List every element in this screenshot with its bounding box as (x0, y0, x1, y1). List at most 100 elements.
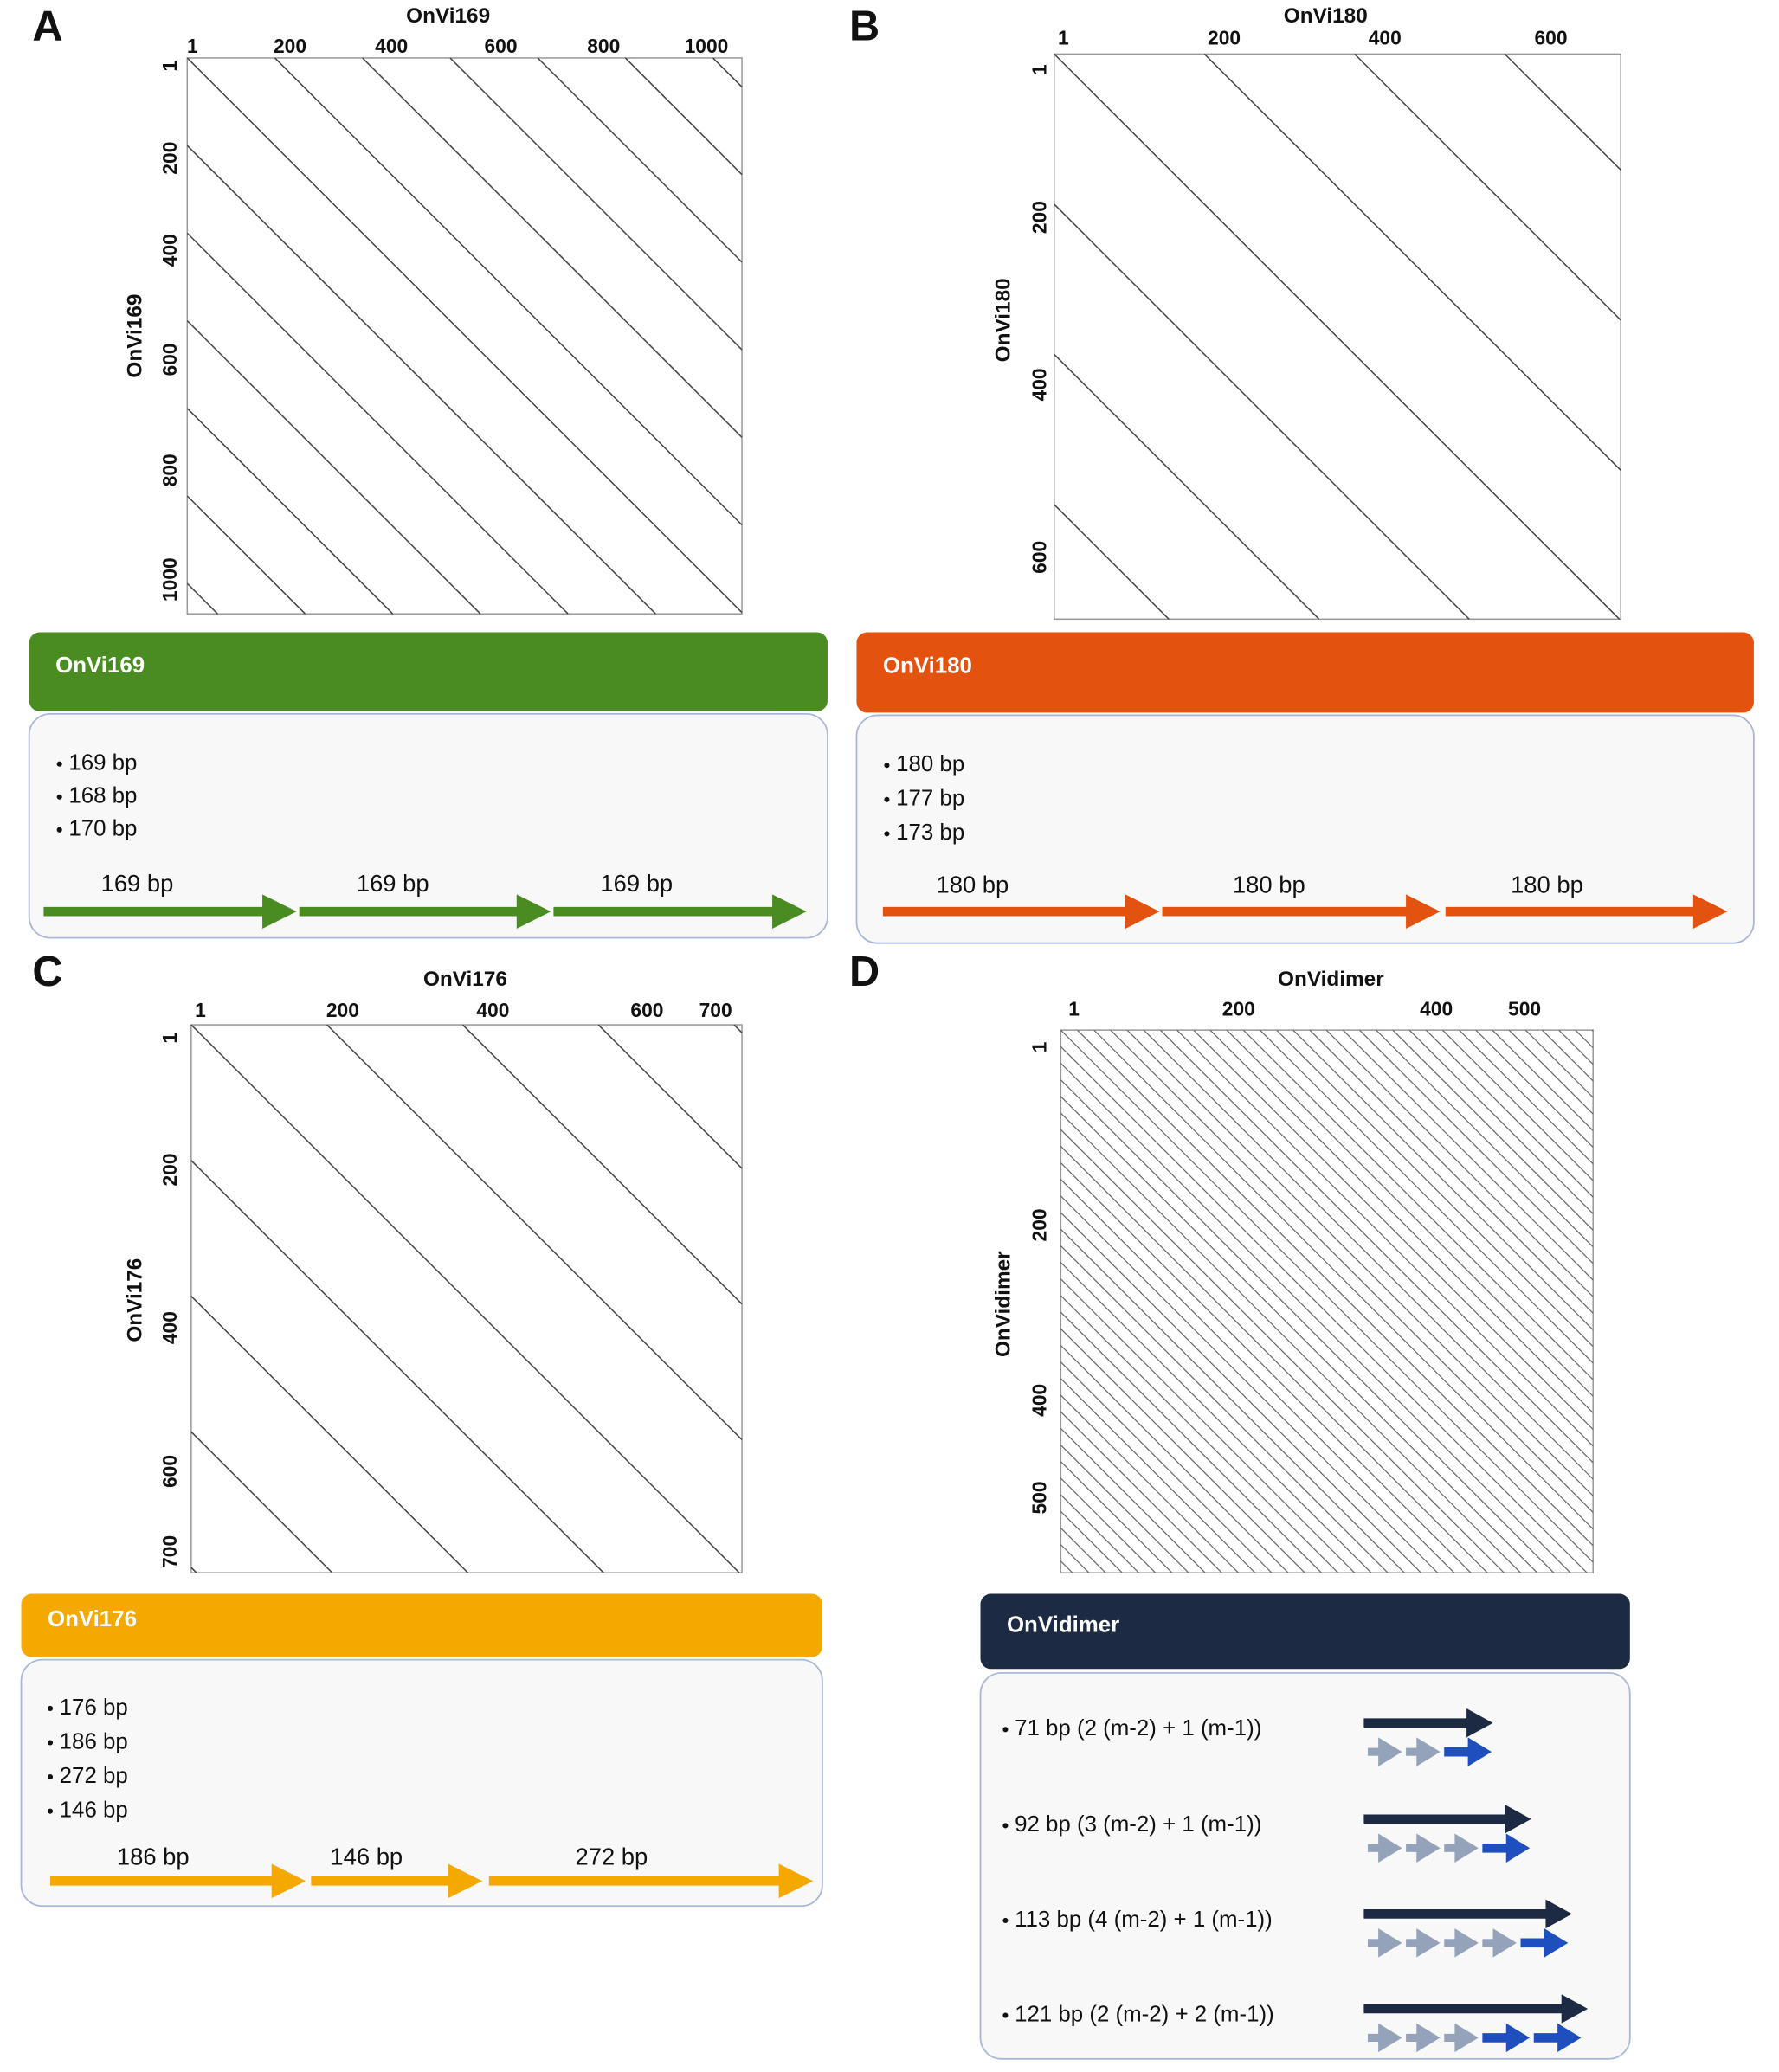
dot-plot-diagonal (1524, 1029, 1594, 1098)
dot-plot-diagonal (1060, 1394, 1239, 1573)
panel-letter: A (32, 3, 62, 49)
y-tick-label: 200 (158, 1153, 181, 1186)
header-bar (21, 1593, 822, 1657)
dot-plot-diagonal (1159, 1029, 1594, 1464)
bullet-dot (1002, 1917, 1009, 1924)
arrow-head (1561, 1994, 1589, 2024)
y-tick-label: 700 (158, 1535, 181, 1568)
arrow-head (1416, 2023, 1441, 2053)
arrow-head (1466, 1708, 1493, 1738)
dot-plot-diagonal (186, 145, 656, 615)
dot-plot-diagonal (1060, 1528, 1106, 1573)
dot-plot-diagonal (1077, 1029, 1594, 1547)
dot-plot-diagonal (1292, 1029, 1594, 1330)
dot-plot-diagonal (1359, 1029, 1594, 1264)
y-tick-label: 400 (158, 234, 181, 267)
x-tick-label: 400 (375, 35, 408, 57)
arrow-head (1492, 1928, 1517, 1958)
arrow-head (1545, 1899, 1572, 1929)
arrow-label: 146 bp (330, 1844, 403, 1870)
dot-plot-diagonal (1054, 353, 1320, 620)
dot-plot-diagonal (461, 1024, 743, 1305)
bullet-dot (56, 827, 62, 833)
dot-plot-diagonal (1054, 203, 1470, 620)
arrow-label: 180 bp (1511, 871, 1583, 898)
y-tick-label: 1 (1028, 64, 1051, 75)
dot-plot-diagonal (1242, 1029, 1594, 1380)
dot-plot-diagonal (326, 1024, 743, 1441)
bullet-text: 177 bp (896, 787, 964, 811)
dot-plot-diagonal (190, 1024, 740, 1573)
arrow-head (1378, 1833, 1402, 1863)
dot-plot-diagonal (1060, 1195, 1439, 1573)
dot-plot-diagonal (1054, 53, 1621, 620)
x-tick-label: 200 (326, 999, 359, 1021)
dot-plot-diagonal (1408, 1029, 1594, 1214)
arrow-head (1406, 894, 1441, 929)
dot-plot-diagonal (1060, 1129, 1505, 1573)
dot-plot-diagonal (1193, 1029, 1594, 1431)
dot-plot-diagonal (1508, 1029, 1594, 1115)
dot-plot-diagonal (1376, 1029, 1594, 1248)
arrow-head (1125, 894, 1160, 929)
dot-plot-diagonal (1504, 53, 1621, 171)
info-box (979, 1671, 1631, 2060)
bullet-dot (884, 796, 890, 802)
dot-plot-diagonal (1276, 1029, 1594, 1348)
bullet-text: 186 bp (60, 1729, 128, 1753)
header-bar (856, 632, 1754, 713)
dot-plot-diagonal (1060, 1179, 1455, 1573)
x-axis-title: OnVi180 (1284, 4, 1368, 28)
arrow-head (1505, 1833, 1531, 1863)
bullet-dot (47, 1705, 54, 1711)
x-axis-title: OnVi169 (406, 4, 490, 28)
arrow-head (271, 1863, 306, 1899)
dot-plot-diagonal (1060, 1295, 1338, 1573)
bullet-text: 71 bp (2 (m-2) + 1 (m-1)) (1015, 1716, 1261, 1741)
dot-plot-diagonal (1060, 1427, 1206, 1573)
dot-plot-diagonal (186, 408, 394, 615)
dot-plot-diagonal (1475, 1029, 1594, 1149)
bullet-text: 92 bp (3 (m-2) + 1 (m-1)) (1015, 1812, 1261, 1837)
arrow-head (1544, 1928, 1569, 1958)
arrow-head (1378, 1928, 1402, 1958)
y-axis-title: OnVidimer (991, 1251, 1015, 1357)
dot-plot-diagonal (274, 57, 743, 526)
arrow-head (1416, 1833, 1441, 1863)
x-tick-label: 800 (587, 35, 620, 57)
dot-plot-diagonal (1309, 1029, 1594, 1314)
dot-plot-diagonal (1425, 1029, 1594, 1198)
dot-plot-diagonal (362, 57, 743, 438)
dot-plot-diagonal (1392, 1029, 1594, 1231)
bullet-dot (56, 761, 62, 767)
dot-plot-diagonal (1060, 1278, 1356, 1573)
bullet-dot (1002, 1823, 1009, 1829)
header-label: OnVi169 (55, 653, 145, 678)
x-tick-label: 200 (274, 35, 306, 57)
panel-letter: D (849, 949, 880, 995)
dot-plot-diagonal (1591, 1029, 1594, 1032)
dot-plot-diagonal (1209, 1029, 1594, 1413)
dot-plot-diagonal (1226, 1029, 1594, 1397)
y-tick-label: 1 (158, 1033, 181, 1044)
dot-plot-diagonal (449, 57, 743, 351)
x-tick-label: 1 (187, 35, 198, 57)
bullet-text: 113 bp (4 (m-2) + 1 (m-1)) (1015, 1908, 1273, 1932)
dot-plot-diagonal (186, 232, 569, 615)
y-axis-title: OnVi180 (991, 278, 1015, 362)
dot-plot-diagonal (1459, 1029, 1594, 1165)
bullet-text: 272 bp (60, 1764, 128, 1788)
dot-plot-diagonal (1060, 1494, 1139, 1573)
x-tick-label: 400 (476, 999, 509, 1021)
x-tick-label: 200 (1208, 27, 1241, 49)
panel-letter: B (849, 3, 880, 49)
arrow-head (448, 1863, 483, 1899)
dot-plot-diagonal (1060, 1544, 1090, 1573)
dot-plot-diagonal (537, 57, 743, 263)
bullet-text: 168 bp (68, 784, 137, 808)
arrow-head (1416, 1928, 1441, 1958)
dot-plot-diagonal (597, 1024, 743, 1169)
dot-plot-diagonal (1542, 1029, 1594, 1082)
arrow-head (1454, 1928, 1479, 1958)
